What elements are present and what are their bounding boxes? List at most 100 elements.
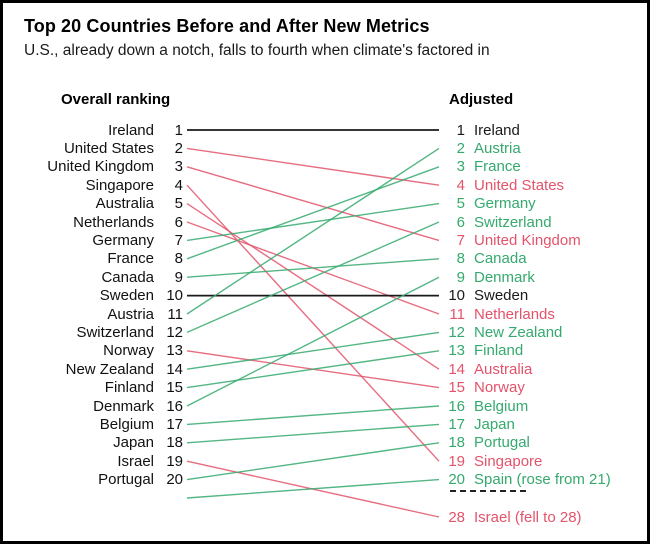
country-label: New Zealand — [65, 360, 154, 378]
country-label: Denmark — [93, 397, 154, 415]
country-label: Portugal — [98, 471, 154, 489]
country-label: Norway — [103, 342, 154, 360]
rank-number: 17 — [448, 415, 465, 433]
rank-number: 15 — [448, 379, 465, 397]
left-rank-row: Finland 15 — [21, 378, 183, 397]
right-rank-row: 28 Israel (fell to 28) — [439, 508, 645, 527]
connector-line — [186, 221, 440, 334]
country-label: Austria — [474, 139, 521, 157]
rank-number: 5 — [174, 195, 183, 213]
country-label: Switzerland — [76, 323, 154, 341]
rank-number: 1 — [456, 121, 465, 139]
rank-number: 4 — [456, 176, 465, 194]
left-rank-row: France 8 — [21, 249, 183, 268]
rank-number: 18 — [448, 434, 465, 452]
rank-number: 19 — [448, 452, 465, 470]
country-label: Singapore — [474, 452, 543, 470]
connector-line — [186, 202, 440, 242]
rank-number: 12 — [166, 323, 183, 341]
left-rank-row: Ireland 1 — [21, 121, 183, 140]
right-rank-row: 16 Belgium — [439, 397, 645, 416]
country-label: Ireland — [474, 121, 520, 139]
rank-number: 5 — [456, 195, 465, 213]
rank-number: 16 — [166, 397, 183, 415]
left-rank-row: Portugal 20 — [21, 470, 183, 489]
country-label: Germany — [474, 195, 536, 213]
country-label: Canada — [474, 250, 527, 268]
rank-number: 6 — [174, 213, 183, 231]
left-rank-row: Belgium 17 — [21, 415, 183, 434]
off-scale-separator — [450, 490, 526, 492]
rank-number: 13 — [166, 342, 183, 360]
connector-line — [186, 423, 440, 444]
left-rank-row: United States 2 — [21, 139, 183, 158]
rank-number: 3 — [174, 158, 183, 176]
left-rank-row: Switzerland 12 — [21, 323, 183, 342]
chart-title: Top 20 Countries Before and After New Me… — [24, 16, 430, 36]
right-rank-row: 6 Switzerland — [439, 213, 645, 232]
country-label: Netherlands — [474, 305, 555, 323]
country-label: Japan — [113, 434, 154, 452]
rank-number: 1 — [174, 121, 183, 139]
country-label: Singapore — [85, 176, 154, 194]
rank-number: 28 — [448, 508, 465, 526]
left-rank-row: Netherlands 6 — [21, 213, 183, 232]
left-rank-row: Austria 11 — [21, 305, 183, 324]
country-label: United States — [474, 176, 565, 194]
connector-line — [186, 166, 440, 260]
rank-number: 20 — [448, 471, 465, 489]
rank-number: 16 — [448, 397, 465, 415]
country-label: United States — [63, 139, 154, 157]
right-rank-row: 8 Canada — [439, 249, 645, 268]
right-rank-row: 14 Australia — [439, 360, 645, 379]
connector-line — [186, 258, 440, 278]
rank-number: 7 — [174, 231, 183, 249]
connector-line — [186, 203, 440, 370]
rank-number: 11 — [449, 305, 465, 323]
country-label: France — [107, 250, 154, 268]
right-rank-row: 3 France — [439, 157, 645, 176]
country-label: Belgium — [99, 415, 154, 433]
connector-line — [186, 442, 440, 481]
right-rank-row: 11 Netherlands — [439, 305, 645, 324]
left-rank-row: Israel 19 — [21, 452, 183, 471]
country-label: France — [474, 158, 521, 176]
connector-line — [186, 147, 440, 186]
rank-number: 11 — [167, 305, 183, 323]
country-label: Sweden — [99, 287, 154, 305]
connector-line — [186, 460, 440, 518]
right-rank-row: 10 Sweden — [439, 286, 645, 305]
right-rank-row: 5 Germany — [439, 194, 645, 213]
left-rank-row: Sweden 10 — [21, 286, 183, 305]
country-label: Sweden — [474, 287, 529, 305]
country-label: United Kingdom — [47, 158, 154, 176]
country-label: Denmark — [474, 268, 535, 286]
rank-number: 14 — [166, 360, 183, 378]
country-label: Netherlands — [73, 213, 154, 231]
rank-number: 6 — [456, 213, 465, 231]
right-rank-row: 2 Austria — [439, 139, 645, 158]
connector-line — [186, 405, 440, 426]
right-rank-row: 7 United Kingdom — [439, 231, 645, 250]
rank-number: 15 — [166, 379, 183, 397]
right-rank-row: 1 Ireland — [439, 121, 645, 140]
country-label: Austria — [107, 305, 154, 323]
rank-number: 13 — [448, 342, 465, 360]
left-rank-row: Denmark 16 — [21, 397, 183, 416]
right-rank-row: 17 Japan — [439, 415, 645, 434]
rank-number: 4 — [174, 176, 183, 194]
rank-number: 20 — [166, 471, 183, 489]
rank-number: 10 — [166, 287, 183, 305]
rank-number: 10 — [448, 287, 465, 305]
rank-number: 9 — [456, 268, 465, 286]
country-label: Finland — [104, 379, 154, 397]
right-rank-row: 13 Finland — [439, 341, 645, 360]
left-rank-row: Germany 7 — [21, 231, 183, 250]
country-label: Finland — [474, 342, 524, 360]
rank-number: 12 — [448, 323, 465, 341]
rank-number: 8 — [174, 250, 183, 268]
connector-line — [186, 478, 440, 499]
rank-number: 17 — [166, 415, 183, 433]
connector-line — [186, 166, 440, 242]
country-label: Canada — [101, 268, 154, 286]
